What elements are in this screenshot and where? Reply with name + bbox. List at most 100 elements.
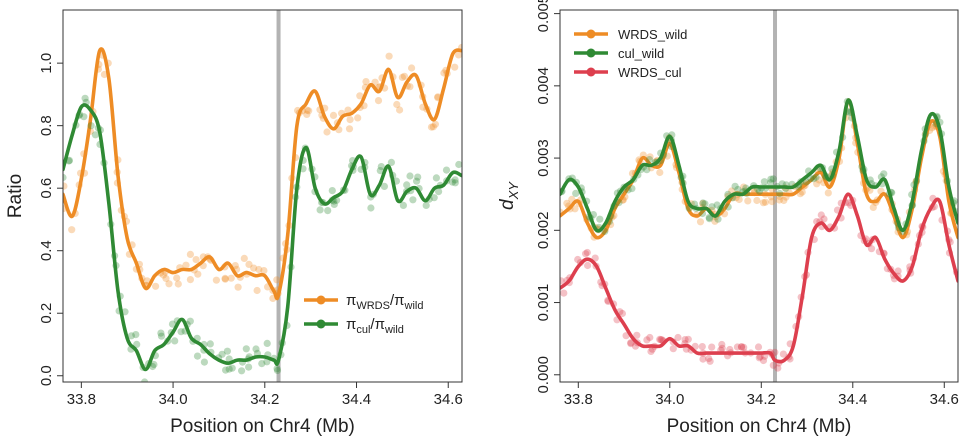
chart-panel-1: 33.8 34.0 34.2 34.4 34.6 0.0 0.2 0.4 0.6 0.8 1.0 Po…: [5, 9, 463, 437]
data-point: [820, 215, 828, 223]
data-point: [323, 128, 331, 136]
data-point: [699, 355, 707, 363]
data-point: [431, 120, 439, 128]
data-point: [345, 125, 354, 133]
data-point: [414, 173, 422, 181]
data-point: [303, 106, 311, 114]
y-tick-label: 0.001: [535, 284, 552, 322]
data-point: [740, 343, 748, 351]
y-tick-label: 0.004: [535, 67, 552, 105]
data-point: [223, 347, 231, 355]
data-point: [409, 196, 417, 204]
data-point: [451, 179, 459, 187]
legend-swatch-marker: [316, 295, 326, 305]
data-point: [627, 340, 635, 348]
data-point: [157, 329, 165, 337]
data-point: [429, 123, 437, 131]
data-point: [733, 343, 742, 351]
series-points-pi_wrds: [63, 43, 462, 302]
data-point: [563, 199, 571, 207]
data-point: [273, 366, 282, 375]
data-point: [698, 209, 707, 218]
data-point: [374, 97, 383, 105]
data-point: [81, 94, 89, 102]
data-point: [385, 52, 393, 60]
data-point: [380, 182, 388, 190]
y-tick-label: 0.4: [38, 240, 55, 261]
data-point: [845, 199, 853, 207]
x-axis-label: Position on Chr4 (Mb): [170, 416, 355, 437]
data-point: [582, 250, 590, 258]
data-point: [718, 340, 726, 349]
data-point: [80, 113, 88, 121]
legend-entry-label: WRDS_wild: [618, 27, 687, 42]
data-point: [242, 345, 250, 353]
x-tick-label: 34.2: [250, 391, 279, 408]
legend-entry-label: WRDS_cul: [618, 65, 682, 80]
series-line-pi_cul: [63, 103, 462, 372]
series-line-pi_wrds: [63, 47, 462, 301]
data-point: [150, 360, 158, 369]
data-point: [656, 335, 664, 343]
data-point: [767, 179, 775, 187]
data-point: [403, 181, 411, 189]
data-point: [574, 255, 582, 264]
x-tick-label: 34.6: [930, 391, 959, 408]
data-layer: [63, 10, 462, 382]
data-point: [698, 343, 706, 351]
y-tick-label: 0.002: [535, 212, 552, 250]
data-point: [780, 196, 788, 205]
data-point: [584, 261, 592, 270]
y-tick-label: 0.0: [38, 365, 55, 386]
legend: πWRDS/πwild πcul/πwild: [304, 292, 423, 336]
data-point: [255, 265, 263, 274]
data-point: [250, 264, 258, 272]
data-point: [624, 186, 632, 194]
data-point: [228, 364, 236, 372]
legend-entry-label: cul_wild: [618, 46, 664, 61]
data-point: [880, 170, 888, 178]
data-point: [713, 201, 721, 209]
data-point: [200, 358, 208, 366]
data-point: [63, 173, 67, 182]
data-point: [894, 267, 902, 275]
data-point: [193, 352, 202, 360]
data-point: [815, 176, 823, 184]
data-point: [171, 337, 179, 345]
data-point: [174, 280, 182, 288]
data-point: [212, 276, 220, 284]
data-point: [769, 361, 777, 369]
data-point: [596, 215, 604, 223]
data-point: [165, 280, 173, 288]
y-tick-label: 0.005: [535, 0, 552, 32]
data-point: [330, 200, 338, 208]
data-point: [669, 345, 677, 353]
y-axis-label: dXY: [497, 181, 521, 210]
data-point: [173, 274, 181, 282]
data-point: [759, 356, 768, 365]
data-point: [260, 267, 268, 275]
data-point: [813, 180, 821, 188]
data-point: [708, 203, 716, 211]
data-point: [168, 320, 177, 328]
data-point: [656, 168, 664, 177]
data-point: [225, 365, 233, 373]
data-point: [706, 357, 714, 365]
data-point: [774, 364, 782, 372]
data-point: [812, 173, 820, 181]
data-point: [400, 72, 408, 80]
data-point: [346, 116, 354, 124]
data-point: [776, 189, 784, 198]
y-tick-label: 0.000: [535, 356, 552, 394]
data-point: [432, 174, 440, 182]
data-point: [303, 110, 311, 118]
x-tick-label: 33.8: [564, 391, 593, 408]
series-line-cul_wild: [560, 98, 958, 233]
legend-swatch-marker: [586, 29, 596, 39]
data-point: [234, 283, 242, 291]
data-point: [744, 197, 752, 205]
data-point: [817, 211, 825, 219]
data-point: [779, 350, 788, 358]
data-point: [646, 153, 654, 161]
data-point: [186, 250, 194, 258]
